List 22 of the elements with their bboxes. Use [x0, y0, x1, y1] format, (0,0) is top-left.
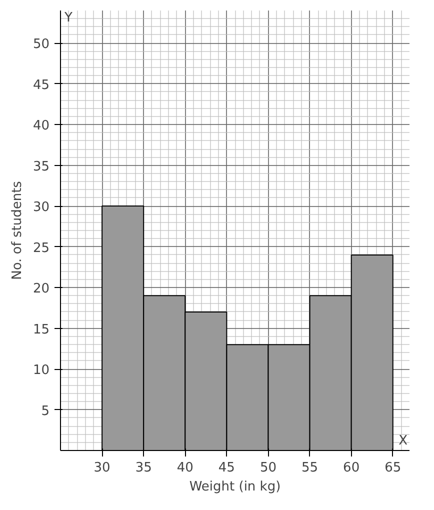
x-tick-label: 45: [218, 460, 235, 476]
x-tick-label: 55: [302, 460, 318, 476]
annotation: Y: [64, 10, 72, 26]
y-axis-title: No. of students: [10, 180, 25, 280]
y-tick-label: 20: [32, 282, 50, 297]
x-tick-label: 35: [135, 460, 152, 476]
x-axis-title: Weight (in kg): [189, 480, 281, 494]
y-tick-label: 35: [32, 159, 50, 174]
annotation: X: [398, 434, 408, 448]
y-tick-label: 25: [32, 240, 50, 256]
y-tick-label: 5: [41, 404, 50, 419]
y-tick-label: 50: [32, 37, 50, 52]
y-tick-label: 45: [32, 78, 50, 93]
y-tick-label: 15: [32, 322, 50, 338]
x-tick-label: 40: [176, 460, 194, 476]
x-tick-label: 60: [343, 460, 360, 476]
y-tick-label: 40: [32, 118, 50, 134]
x-tick-label: 50: [260, 460, 277, 476]
x-tick-label: 30: [94, 460, 110, 476]
x-tick-label: 65: [384, 460, 402, 476]
y-tick-label: 30: [32, 200, 50, 216]
y-tick-label: 10: [32, 363, 50, 378]
